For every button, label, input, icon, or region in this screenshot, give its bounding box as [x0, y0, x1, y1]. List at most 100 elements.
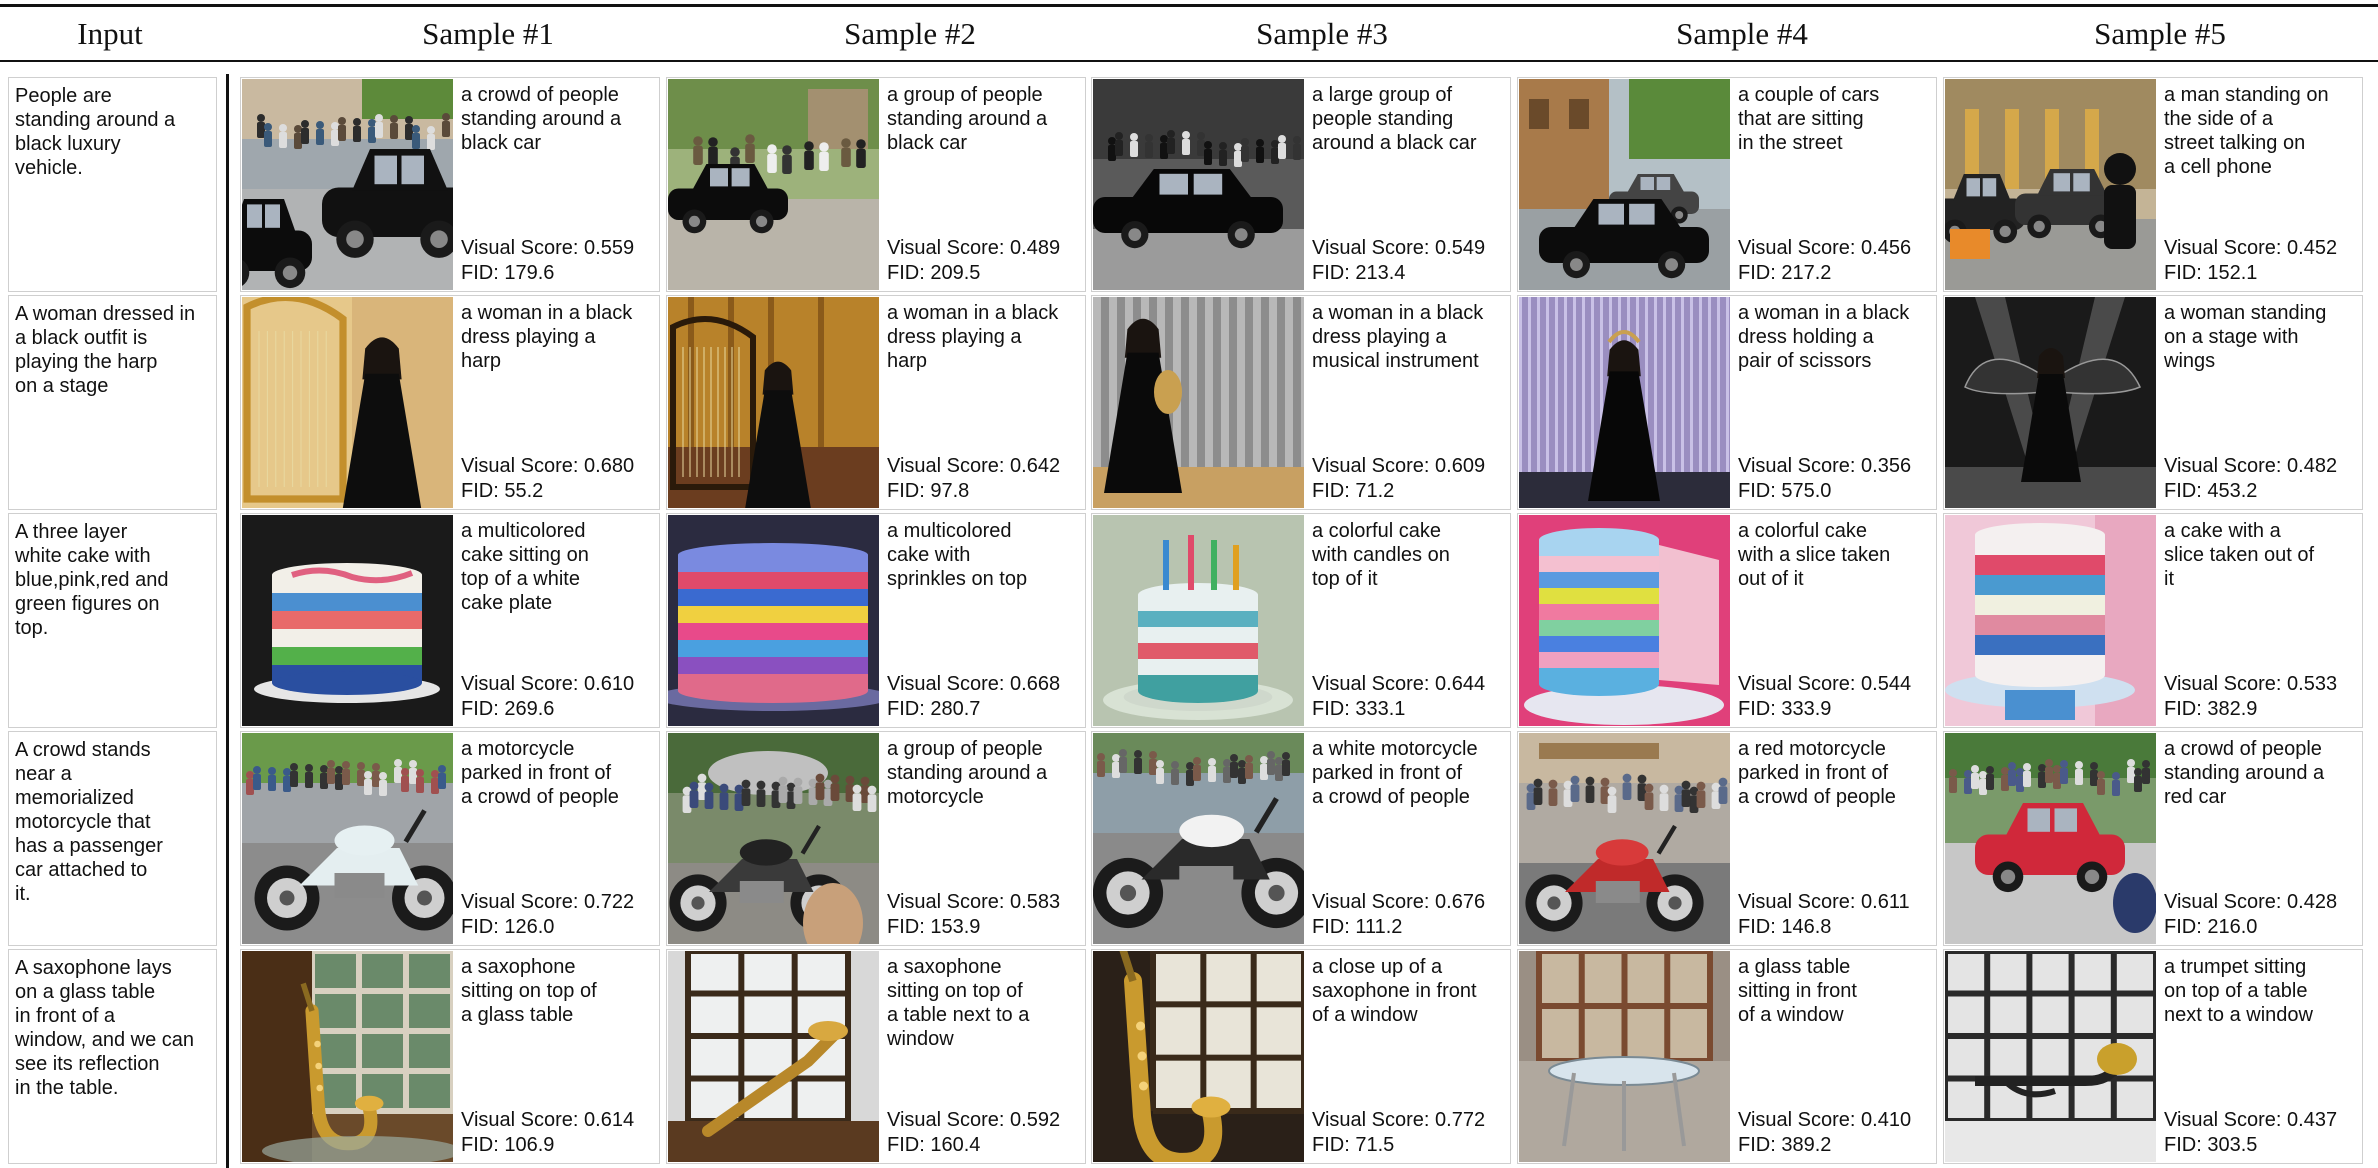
visual-score-label: Visual Score: — [2164, 891, 2288, 913]
fid-label: FID: — [1738, 698, 1782, 720]
visual-score-value: 0.356 — [1861, 455, 1912, 477]
visual-score-label: Visual Score: — [461, 1109, 585, 1131]
sample-cell-5: a trumpet sitting on top of a table next… — [1943, 949, 2363, 1164]
fid-score: FID: 453.2 — [2164, 479, 2360, 503]
visual-score: Visual Score: 0.456 — [1738, 236, 1934, 260]
visual-score: Visual Score: 0.676 — [1312, 890, 1508, 914]
saxophone-window-green-image — [242, 951, 453, 1162]
generated-caption: a saxophone sitting on top of a table ne… — [887, 956, 1030, 1050]
sample-cell-1: a motorcycle parked in front of a crowd … — [240, 731, 660, 946]
top-rule — [0, 4, 2378, 7]
sample-cell-3: a colorful cake with candles on top of i… — [1091, 513, 1511, 728]
fid-value: 333.1 — [1355, 698, 1406, 720]
visual-score-value: 0.549 — [1435, 237, 1486, 259]
visual-score-value: 0.592 — [1010, 1109, 1061, 1131]
fid-value: 217.2 — [1781, 262, 1832, 284]
white-motorcycle-crowd-image — [242, 733, 453, 944]
fid-label: FID: — [1312, 916, 1356, 938]
visual-score-label: Visual Score: — [2164, 1109, 2288, 1131]
saxophone-white-window-image — [668, 951, 879, 1162]
woman-purple-curtain-image — [1519, 297, 1730, 508]
fid-score: FID: 389.2 — [1738, 1133, 1934, 1157]
fid-label: FID: — [887, 262, 931, 284]
visual-score: Visual Score: 0.610 — [461, 672, 657, 696]
visual-score-label: Visual Score: — [461, 673, 585, 695]
visual-score-label: Visual Score: — [887, 673, 1011, 695]
woman-instrument-curtain-image — [1093, 297, 1304, 508]
fid-label: FID: — [2164, 698, 2208, 720]
fid-value: 269.6 — [504, 698, 555, 720]
fid-label: FID: — [1738, 916, 1782, 938]
fid-score: FID: 146.8 — [1738, 915, 1934, 939]
visual-score: Visual Score: 0.356 — [1738, 454, 1934, 478]
visual-score: Visual Score: 0.583 — [887, 890, 1083, 914]
input-caption: A saxophone lays on a glass table in fro… — [8, 949, 217, 1164]
generated-caption: a saxophone sitting on top of a glass ta… — [461, 956, 597, 1026]
sample-cell-3: a woman in a black dress playing a music… — [1091, 295, 1511, 510]
generated-caption: a cake with a slice taken out of it — [2164, 520, 2315, 590]
visual-score-label: Visual Score: — [1312, 673, 1436, 695]
fid-score: FID: 71.2 — [1312, 479, 1508, 503]
fid-value: 153.9 — [930, 916, 981, 938]
fid-score: FID: 217.2 — [1738, 261, 1934, 285]
visual-score-label: Visual Score: — [461, 891, 585, 913]
sample-cell-4: a woman in a black dress holding a pair … — [1517, 295, 1937, 510]
fid-label: FID: — [1312, 1134, 1356, 1156]
visual-score-label: Visual Score: — [1312, 237, 1436, 259]
visual-score-label: Visual Score: — [461, 237, 585, 259]
generated-caption: a red motorcycle parked in front of a cr… — [1738, 738, 1896, 808]
sample-1-header: Sample #1 — [422, 16, 554, 51]
visual-score-value: 0.489 — [1010, 237, 1061, 259]
glass-table-window-image — [1519, 951, 1730, 1162]
crowd-black-car-image — [242, 79, 453, 290]
input-caption: People are standing around a black luxur… — [8, 77, 217, 292]
input-column-header: Input — [77, 16, 143, 51]
sample-cell-3: a large group of people standing around … — [1091, 77, 1511, 292]
generated-caption: a woman standing on a stage with wings — [2164, 302, 2327, 372]
fid-value: 126.0 — [504, 916, 555, 938]
fid-label: FID: — [2164, 1134, 2208, 1156]
sample-cell-4: a glass table sitting in front of a wind… — [1517, 949, 1937, 1164]
sample-cell-3: a close up of a saxophone in front of a … — [1091, 949, 1511, 1164]
visual-score-label: Visual Score: — [2164, 673, 2288, 695]
black-limousine-crowd-image — [1093, 79, 1304, 290]
visual-score-label: Visual Score: — [887, 455, 1011, 477]
fid-label: FID: — [461, 916, 505, 938]
visual-score: Visual Score: 0.609 — [1312, 454, 1508, 478]
generated-caption: a man standing on the side of a street t… — [2164, 84, 2329, 178]
visual-score: Visual Score: 0.452 — [2164, 236, 2360, 260]
sample-cell-2: a multicolored cake with sprinkles on to… — [666, 513, 1086, 728]
generated-caption: a woman in a black dress playing a harp — [461, 302, 633, 372]
sample-5-header: Sample #5 — [2094, 16, 2226, 51]
generated-caption: a colorful cake with a slice taken out o… — [1738, 520, 1891, 590]
fid-label: FID: — [1738, 262, 1782, 284]
fid-value: 179.6 — [504, 262, 555, 284]
visual-score-value: 0.456 — [1861, 237, 1912, 259]
sample-cell-5: a man standing on the side of a street t… — [1943, 77, 2363, 292]
sample-cell-1: a multicolored cake sitting on top of a … — [240, 513, 660, 728]
fid-value: 213.4 — [1355, 262, 1406, 284]
cake-slice-blue-stand-image — [1945, 515, 2156, 726]
fid-label: FID: — [1312, 480, 1356, 502]
input-divider — [226, 74, 229, 1168]
visual-score-value: 0.533 — [2287, 673, 2338, 695]
generated-caption: a glass table sitting in front of a wind… — [1738, 956, 1857, 1026]
group-motorcycle-image — [668, 733, 879, 944]
generated-caption: a colorful cake with candles on top of i… — [1312, 520, 1450, 590]
visual-score-label: Visual Score: — [2164, 455, 2288, 477]
sample-cell-2: a saxophone sitting on top of a table ne… — [666, 949, 1086, 1164]
cars-on-street-image — [1519, 79, 1730, 290]
fid-label: FID: — [1312, 262, 1356, 284]
sample-cell-3: a white motorcycle parked in front of a … — [1091, 731, 1511, 946]
fid-score: FID: 179.6 — [461, 261, 657, 285]
generated-caption: a close up of a saxophone in front of a … — [1312, 956, 1477, 1026]
visual-score-label: Visual Score: — [887, 237, 1011, 259]
visual-score: Visual Score: 0.722 — [461, 890, 657, 914]
visual-score: Visual Score: 0.644 — [1312, 672, 1508, 696]
sample-cell-2: a group of people standing around a moto… — [666, 731, 1086, 946]
fid-value: 280.7 — [930, 698, 981, 720]
fid-value: 111.2 — [1355, 916, 1403, 938]
visual-score-label: Visual Score: — [2164, 237, 2288, 259]
fid-score: FID: 126.0 — [461, 915, 657, 939]
visual-score-value: 0.722 — [584, 891, 635, 913]
